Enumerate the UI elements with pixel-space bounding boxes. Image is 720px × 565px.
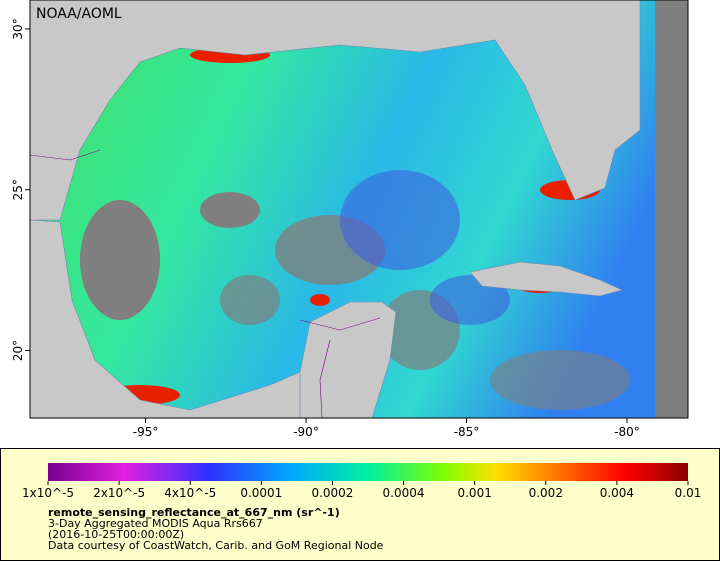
credit: NOAA/AOML <box>36 6 122 22</box>
blue-patches <box>340 170 510 325</box>
colorbar-tick-label: 0.01 <box>675 486 702 500</box>
lon-tick-label: -95° <box>133 425 159 439</box>
land <box>30 0 641 418</box>
lon-tick-label: -85° <box>454 425 480 439</box>
time: (2016-10-25T00:00:00Z) <box>48 528 184 541</box>
map-frame <box>29 0 689 419</box>
colorbar-tick-label: 0.002 <box>529 486 563 500</box>
colorbar-tick-label: 0.0004 <box>383 486 425 500</box>
description: 3-Day Aggregated MODIS Aqua Rrs667 <box>48 517 263 530</box>
courtesy: Data courtesy of CoastWatch, Carib. and … <box>48 539 384 552</box>
colorbar-tick-label: 0.0002 <box>311 486 353 500</box>
lat-tick-label: 25° <box>11 179 25 200</box>
lon-tick-label: -90° <box>293 425 319 439</box>
colorbar-tick-label: 0.001 <box>457 486 491 500</box>
lat-tick-label: 20° <box>11 340 25 361</box>
map: NOAA/AOML <box>30 0 688 418</box>
colorbar-tick-label: 2x10^-5 <box>93 486 145 500</box>
lon-tick-label: -80° <box>614 425 640 439</box>
variable-name: remote_sensing_reflectance_at_667_nm (sr… <box>48 506 340 519</box>
colorbar-tick-label: 0.004 <box>600 486 634 500</box>
colorbar <box>48 463 688 481</box>
colorbar-tick-label: 0.0001 <box>240 486 282 500</box>
colorbar-tick-label: 4x10^-5 <box>164 486 216 500</box>
colorbar-tick-label: 1x10^-5 <box>22 486 74 500</box>
borders <box>30 149 381 418</box>
lat-tick-label: 30° <box>11 18 25 39</box>
cloud-cover <box>80 0 688 418</box>
